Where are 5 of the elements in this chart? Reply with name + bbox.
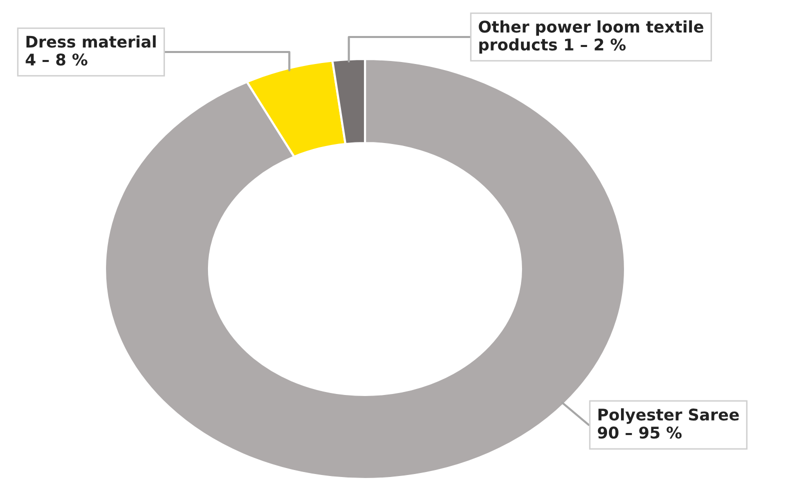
text: 90 – 95 % <box>598 426 682 439</box>
slice-label: Polyester Saree <box>598 408 739 424</box>
text: 4 – 8 % <box>26 53 88 66</box>
slice-label: Dress material <box>26 35 156 48</box>
category-label: Other power loom textile products 1 – 2 % <box>478 20 704 54</box>
